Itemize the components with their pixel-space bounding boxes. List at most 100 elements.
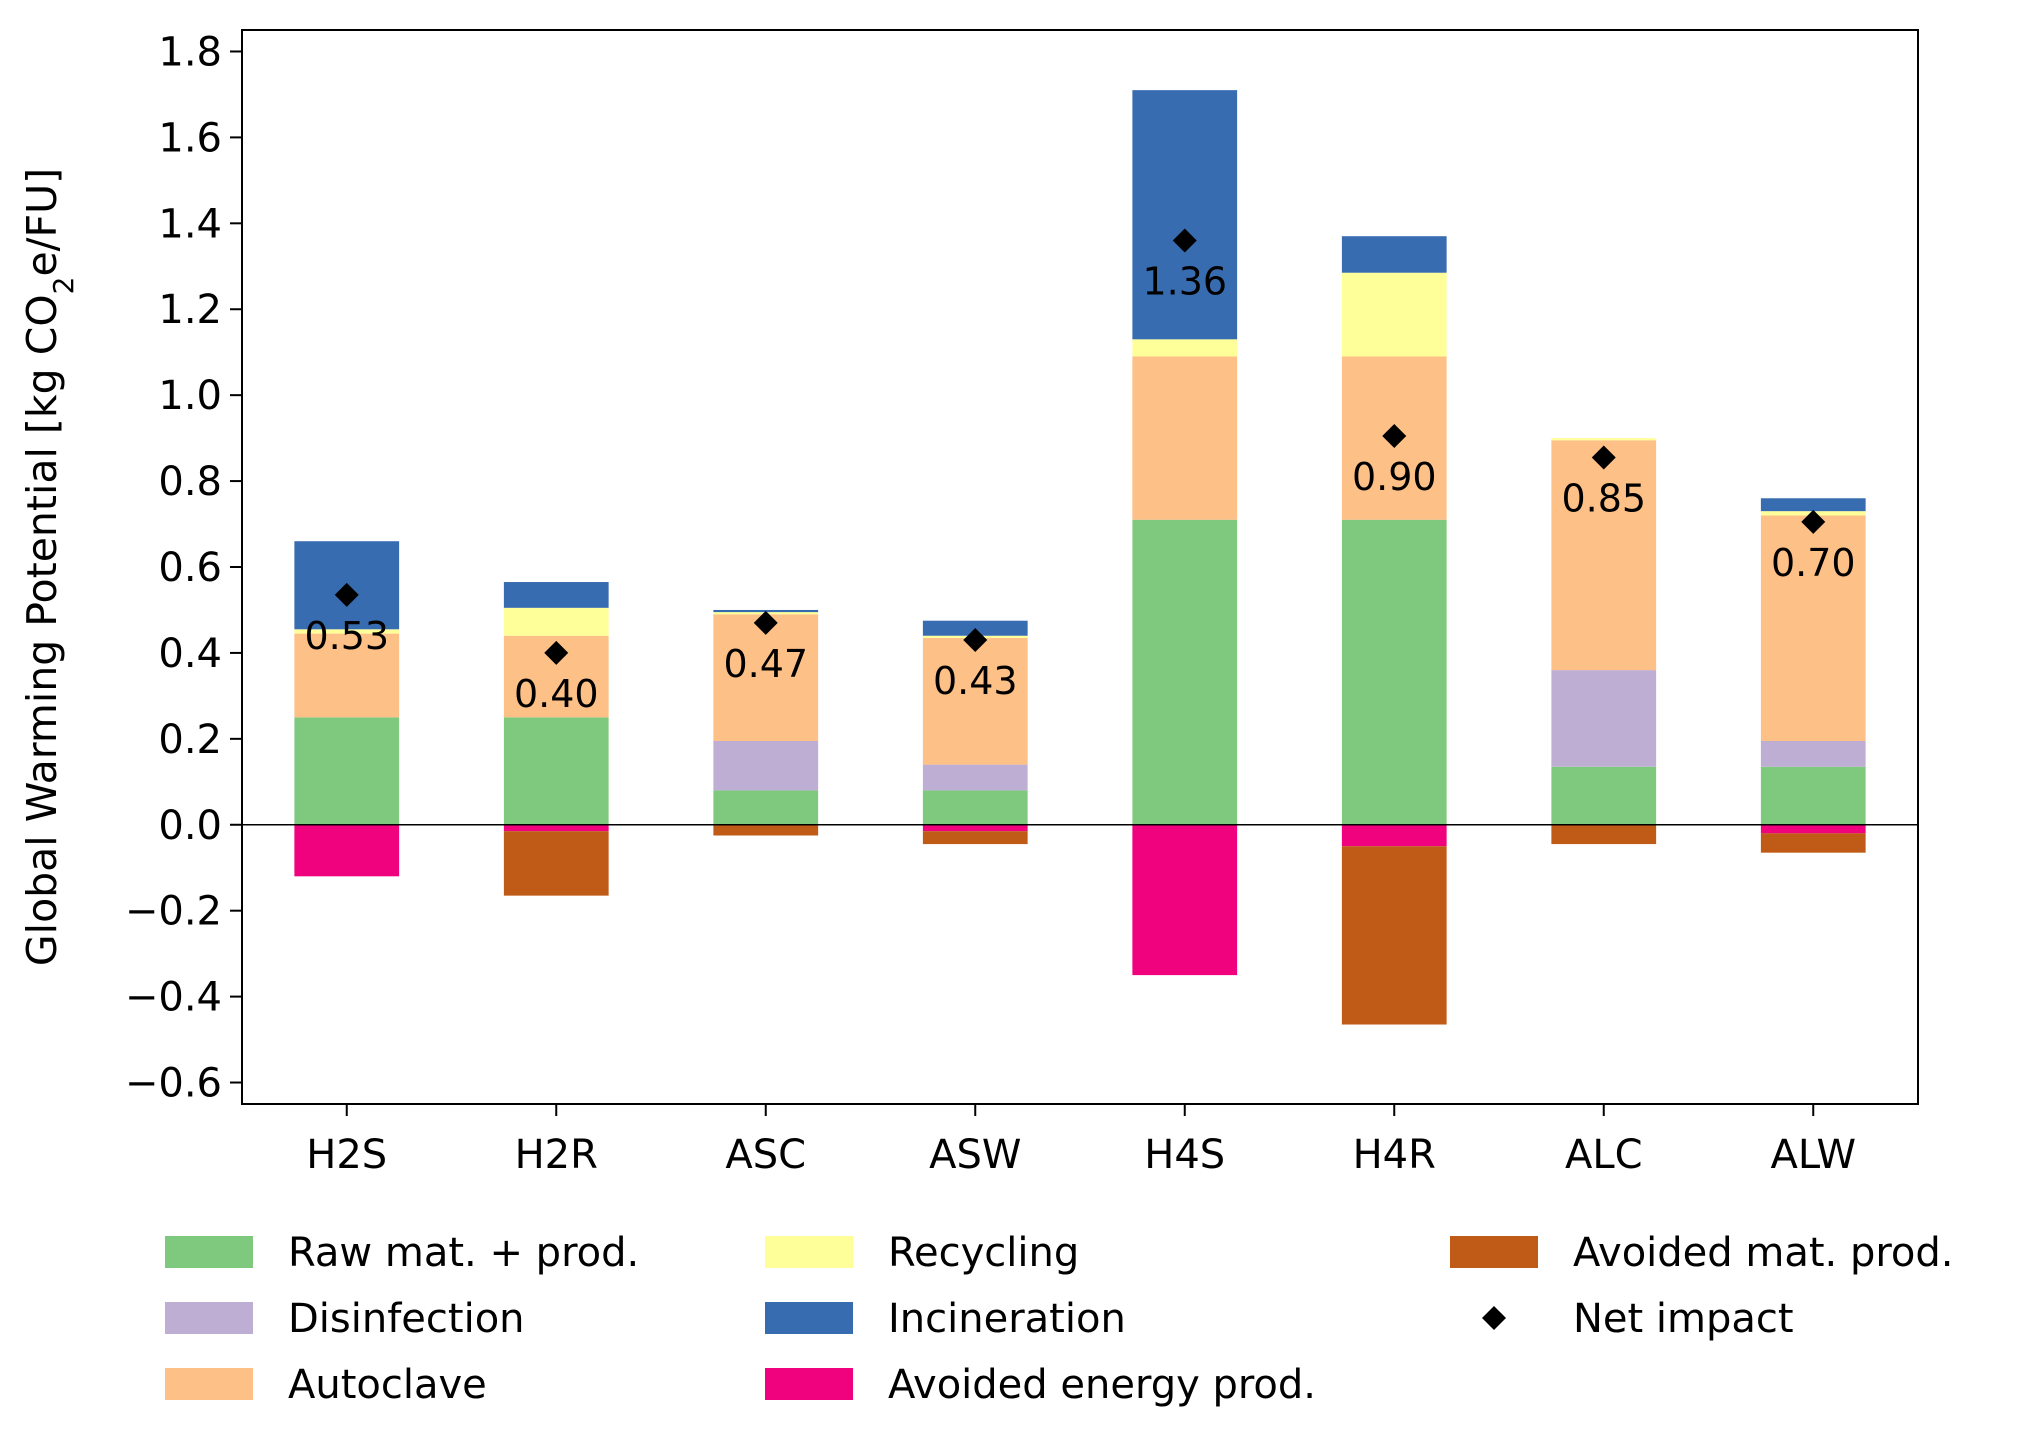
y-axis-label: Global Warming Potential [kg CO2e/FU] — [18, 168, 80, 966]
bar-asw-avoided-energy-prod — [922, 824, 1028, 832]
y-tick-label: 0.6 — [158, 545, 222, 591]
net-impact-label-h2s: 0.53 — [304, 614, 389, 658]
legend: Raw mat. + prod. Disinfection Autoclave Rec… — [165, 1230, 1954, 1408]
bar-h2r-avoided-mat-prod — [503, 831, 609, 896]
bar-h4s-raw-mat-prod — [1132, 519, 1238, 825]
net-impact-marker-alw — [1801, 509, 1826, 534]
y-tick-label: 1.8 — [158, 29, 222, 75]
net-impact-marker-h4s — [1172, 228, 1197, 253]
legend-marker-net-impact — [1482, 1306, 1506, 1330]
bar-h4r-avoided-energy-prod — [1341, 824, 1447, 847]
bar-h2r-avoided-energy-prod — [503, 824, 609, 832]
y-tick-label: −0.2 — [125, 889, 222, 935]
bar-asw-avoided-mat-prod — [922, 831, 1028, 845]
x-tick-label-asc: ASC — [725, 1132, 806, 1178]
net-impact-label-alc: 0.85 — [1561, 476, 1646, 520]
legend-label-raw-mat-prod: Raw mat. + prod. — [288, 1230, 639, 1276]
bar-alw-incineration — [1760, 498, 1866, 512]
bar-h2s-avoided-energy-prod — [294, 824, 400, 877]
bar-h4r-incineration — [1341, 236, 1447, 273]
y-axis-label-main: Global Warming Potential [kg CO — [18, 294, 66, 966]
net-impact-label-alw: 0.70 — [1771, 541, 1856, 585]
net-impact-marker-asw — [963, 628, 988, 653]
bar-asw-disinfection — [922, 764, 1028, 791]
plot-frame — [241, 29, 1919, 1105]
legend-label-net-impact: Net impact — [1573, 1296, 1794, 1342]
bar-asw-raw-mat-prod — [922, 790, 1028, 825]
legend-swatch-recycling — [765, 1236, 853, 1268]
bar-h4s-autoclave — [1132, 356, 1238, 520]
bar-h4s-avoided-energy-prod — [1132, 824, 1238, 976]
bar-h2s-autoclave — [294, 633, 400, 718]
bar-h2s-raw-mat-prod — [294, 717, 400, 825]
legend-swatch-raw-mat-prod — [165, 1236, 253, 1268]
legend-label-incineration: Incineration — [888, 1296, 1126, 1342]
bar-alw-autoclave — [1760, 515, 1866, 741]
legend-label-disinfection: Disinfection — [288, 1296, 525, 1342]
bar-alc-avoided-mat-prod — [1551, 824, 1657, 845]
legend-swatch-disinfection — [165, 1302, 253, 1334]
y-tick-label: −0.4 — [125, 975, 222, 1021]
net-impact-marker-h2s — [334, 582, 359, 607]
bar-asc-raw-mat-prod — [713, 790, 819, 825]
net-impact-marker-asc — [753, 610, 778, 635]
legend-label-recycling: Recycling — [888, 1230, 1079, 1276]
bar-asc-autoclave — [713, 614, 819, 741]
bar-alc-disinfection — [1551, 670, 1657, 767]
net-impact-label-h4r: 0.90 — [1352, 455, 1437, 499]
y-tick-label: 1.6 — [158, 115, 222, 161]
bar-h4s-incineration — [1132, 90, 1238, 340]
y-tick-label: 0.2 — [158, 717, 222, 763]
bar-asc-avoided-mat-prod — [713, 824, 819, 836]
legend-swatch-avoided-energy-prod — [765, 1368, 853, 1400]
bar-h4r-raw-mat-prod — [1341, 519, 1447, 825]
bars-layer — [294, 90, 1866, 1025]
x-tick-label-asw: ASW — [929, 1132, 1021, 1178]
bar-h2r-recycling — [503, 607, 609, 636]
y-tick-label: 1.4 — [158, 201, 222, 247]
legend-label-avoided-mat-prod: Avoided mat. prod. — [1573, 1230, 1954, 1276]
legend-label-autoclave: Autoclave — [288, 1362, 487, 1408]
y-tick-label: −0.6 — [125, 1061, 222, 1107]
bar-h2s-recycling — [294, 629, 400, 634]
bar-h2r-incineration — [503, 582, 609, 608]
y-axis-label-subscript: 2 — [47, 277, 80, 295]
net-impact-layer: 0.53 0.40 0.47 0.43 1.36 0.90 0.85 0.70 — [304, 228, 1856, 716]
y-axis-label-unit: e/FU] — [18, 168, 66, 277]
net-impact-marker-h4r — [1382, 423, 1407, 448]
x-tick-label-alw: ALW — [1770, 1132, 1856, 1178]
bar-h4s-recycling — [1132, 339, 1238, 357]
x-tick-label-h2s: H2S — [306, 1132, 387, 1178]
bar-asc-disinfection — [713, 740, 819, 791]
legend-swatch-autoclave — [165, 1368, 253, 1400]
net-impact-marker-h2r — [544, 640, 569, 665]
bar-alw-raw-mat-prod — [1760, 766, 1866, 825]
bar-alc-recycling — [1551, 438, 1657, 441]
bar-alw-avoided-mat-prod — [1760, 833, 1866, 853]
bar-alw-avoided-energy-prod — [1760, 824, 1866, 834]
bar-asw-autoclave — [922, 637, 1028, 765]
y-tick-label: 0.8 — [158, 459, 222, 505]
net-impact-label-asc: 0.47 — [723, 642, 808, 686]
legend-swatch-avoided-mat-prod — [1450, 1236, 1538, 1268]
net-impact-label-h4s: 1.36 — [1142, 260, 1227, 304]
x-tick-label-h4r: H4R — [1353, 1132, 1436, 1178]
net-impact-label-asw: 0.43 — [933, 659, 1018, 703]
bar-h4r-avoided-mat-prod — [1341, 846, 1447, 1025]
legend-label-avoided-energy-prod: Avoided energy prod. — [888, 1362, 1316, 1408]
y-axis: −0.6 −0.4 −0.2 0.0 0.2 0.4 0.6 0.8 1.0 1.2 1.4 1.6 1… — [125, 29, 242, 1107]
y-tick-label: 1.2 — [158, 287, 222, 333]
x-tick-label-h4s: H4S — [1144, 1132, 1225, 1178]
net-impact-marker-alc — [1591, 445, 1616, 470]
x-tick-label-h2r: H2R — [515, 1132, 598, 1178]
bar-alc-autoclave — [1551, 440, 1657, 671]
y-tick-label: 0.4 — [158, 631, 222, 677]
y-tick-label: 0.0 — [158, 803, 222, 849]
net-impact-label-h2r: 0.40 — [514, 672, 599, 716]
x-tick-label-alc: ALC — [1565, 1132, 1643, 1178]
bar-alc-raw-mat-prod — [1551, 766, 1657, 825]
bar-h2r-raw-mat-prod — [503, 717, 609, 825]
bar-h4r-recycling — [1341, 272, 1447, 357]
y-tick-label: 1.0 — [158, 373, 222, 419]
